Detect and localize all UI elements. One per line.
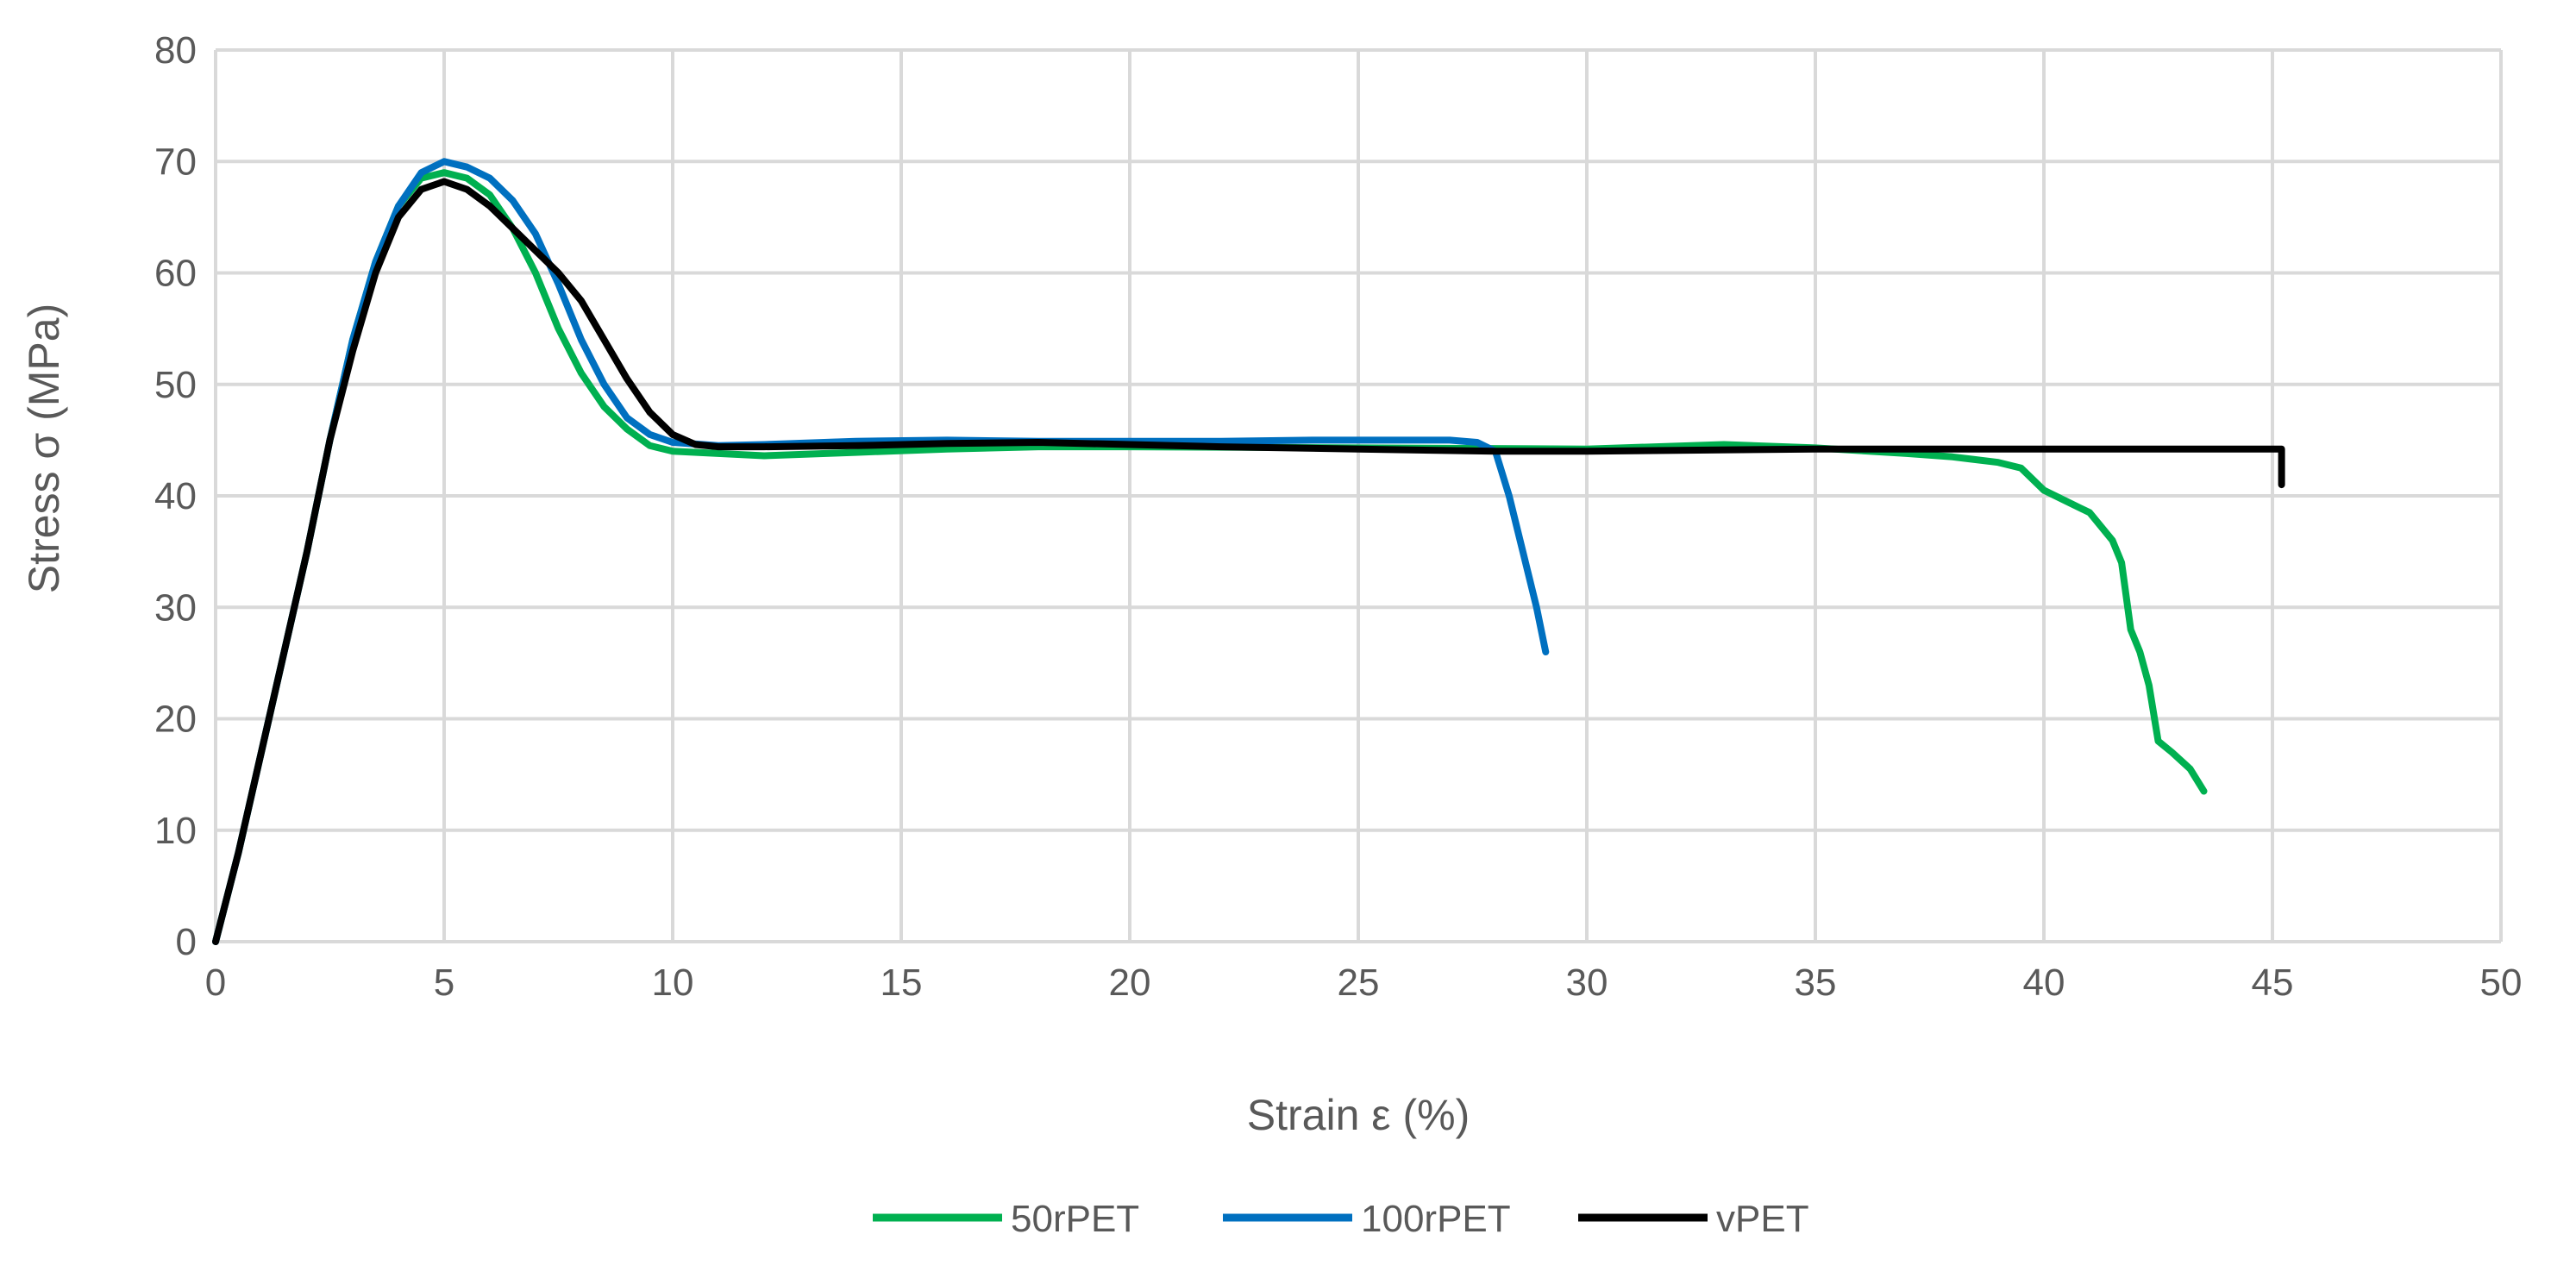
y-tick-label: 70 [154,141,197,183]
y-tick-label: 10 [154,810,197,852]
x-tick-label: 50 [2480,962,2523,1004]
x-tick-label: 20 [1109,962,1151,1004]
series-line-50rPET [212,169,2208,945]
legend-label-100rPET: 100rPET [1361,1198,1511,1240]
y-tick-label: 30 [154,586,197,629]
y-tick-label: 40 [154,475,197,517]
y-axis-title: Stress σ (MPa) [20,304,68,593]
x-tick-label: 10 [652,962,694,1004]
legend-label-vPET: vPET [1716,1198,1809,1240]
y-tick-label: 0 [176,921,197,963]
tick-labels: 0 10 20 30 40 50 60 70 80 0 5 10 15 20 25 30 35 40 45 50 [154,29,2522,1004]
x-tick-label: 15 [881,962,923,1004]
y-tick-label: 20 [154,699,197,741]
legend-label-50rPET: 50rPET [1011,1198,1139,1240]
series-line-100rPET [212,158,1550,945]
x-axis-title: Strain ε (%) [1247,1091,1470,1139]
x-tick-label: 25 [1338,962,1380,1004]
grid [214,48,2503,943]
x-tick-label: 45 [2252,962,2294,1004]
x-tick-label: 40 [2023,962,2065,1004]
x-tick-label: 30 [1566,962,1608,1004]
x-tick-label: 5 [434,962,454,1004]
legend: 50rPET 100rPET vPET [873,1198,1809,1240]
x-tick-label: 0 [205,962,226,1004]
y-tick-label: 60 [154,253,197,295]
x-tick-label: 35 [1795,962,1837,1004]
series-group [212,158,2285,945]
y-tick-label: 80 [154,29,197,72]
y-tick-label: 50 [154,364,197,406]
series-line-vPET [212,178,2285,945]
